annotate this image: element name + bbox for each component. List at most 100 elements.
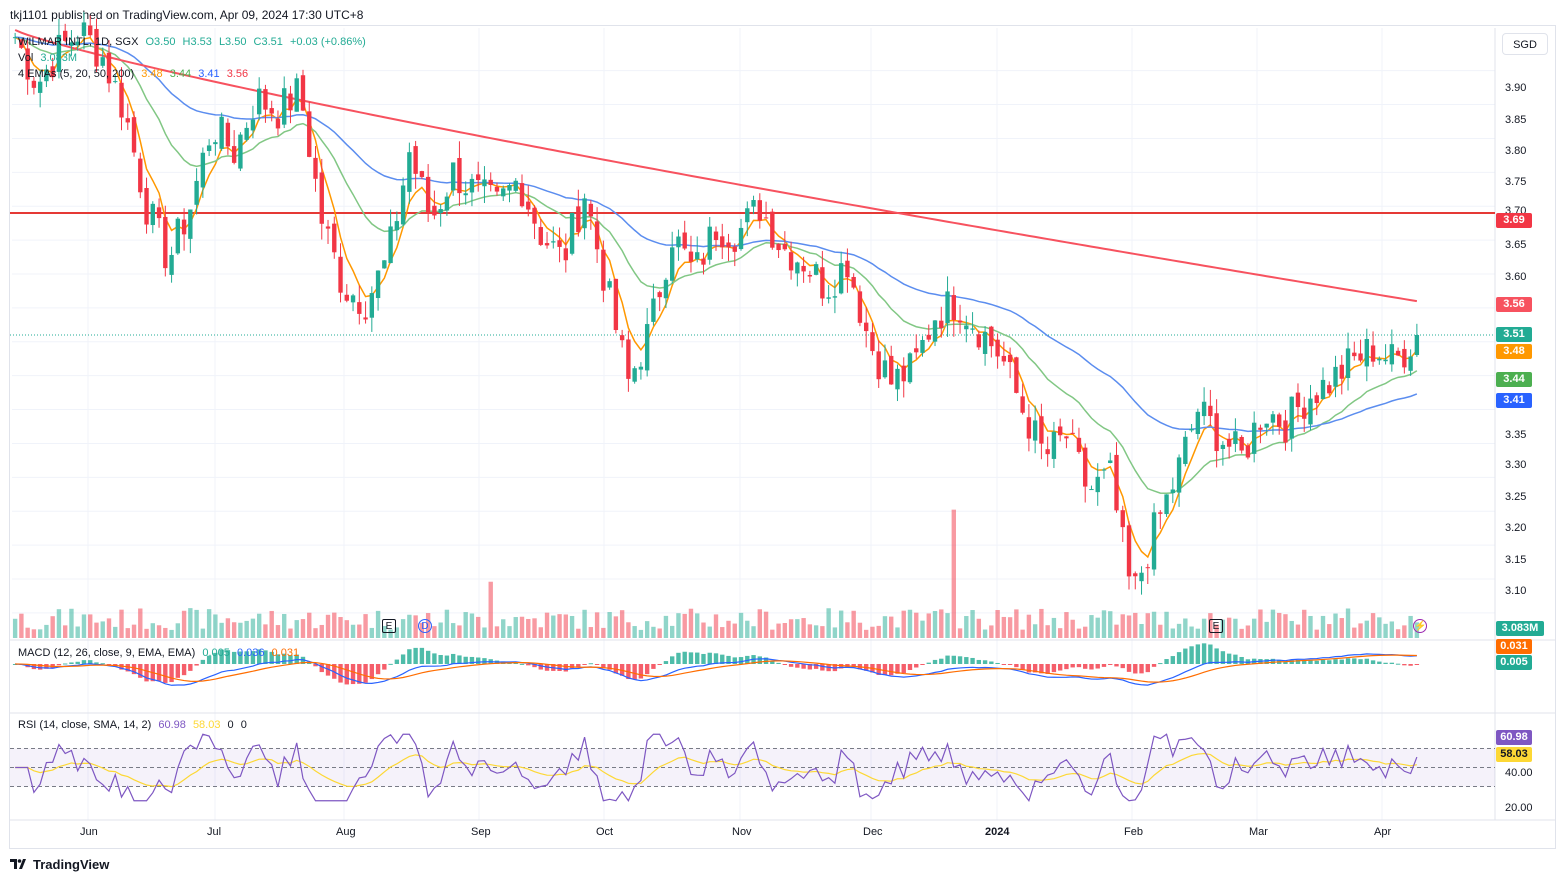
candle-body: [763, 217, 769, 219]
volume-bar: [344, 620, 349, 638]
candle-body: [25, 48, 30, 80]
macd-histogram-bar: [1051, 664, 1057, 673]
volume-bar: [1383, 623, 1388, 638]
volume-bar: [1389, 621, 1395, 638]
candle-body: [19, 39, 24, 48]
candle-body: [332, 223, 337, 253]
candle-body: [476, 174, 481, 181]
change-value: +0.03 (+0.86%): [289, 36, 366, 48]
volume-bar: [726, 620, 731, 638]
volume-bar: [1051, 617, 1057, 638]
macd-histogram-bar: [732, 657, 737, 664]
candle-body: [44, 69, 49, 82]
volume-bar: [939, 609, 944, 638]
candle-body: [1258, 427, 1263, 430]
volume-bar: [776, 623, 781, 638]
macd-histogram-bar: [213, 652, 218, 664]
candle-body: [1220, 444, 1226, 449]
volume-bar: [801, 618, 806, 638]
tradingview-logo[interactable]: TradingView: [10, 857, 109, 872]
currency-button[interactable]: SGD: [1502, 33, 1548, 55]
volume-bar: [1283, 614, 1288, 638]
macd-histogram-bar: [757, 656, 762, 664]
macd-label[interactable]: MACD (12, 26, close, 9, EMA, EMA): [18, 647, 196, 659]
volume-bar: [269, 610, 274, 638]
volume-bar: [676, 613, 681, 638]
volume-bar: [225, 618, 231, 638]
candle-body: [601, 249, 606, 291]
ema50-price-tag: 3.41: [1496, 393, 1532, 408]
ema20-price-tag: 3.44: [1496, 372, 1532, 387]
macd-signal-tag: 0.031: [1496, 639, 1532, 654]
candle-body: [1314, 395, 1319, 404]
volume-bar: [1377, 617, 1382, 638]
candle-body: [707, 226, 712, 260]
volume-bar: [1233, 618, 1238, 638]
candle-body: [976, 334, 982, 348]
candle-body: [788, 252, 794, 271]
candle-body: [150, 203, 155, 226]
candle-body: [325, 226, 331, 229]
volume-bar: [895, 627, 900, 638]
candle-body: [1095, 476, 1100, 493]
candle-body: [425, 176, 431, 213]
symbol-name[interactable]: WILMAR INTL, 1D, SGX: [18, 36, 139, 48]
macd-histogram-bar: [1289, 660, 1294, 664]
volume-bar: [1352, 627, 1357, 638]
rsi-extra-2: 0: [240, 719, 247, 731]
volume-bar: [914, 612, 919, 638]
volume-bar: [319, 624, 324, 638]
candle-body: [576, 206, 581, 233]
volume-bar: [513, 617, 518, 638]
lightning-icon[interactable]: ⚡: [1413, 619, 1427, 633]
rsi-label[interactable]: RSI (14, close, SMA, 14, 2): [18, 719, 152, 731]
candle-body: [745, 208, 750, 223]
volume-bar: [56, 609, 62, 638]
macd-histogram-bar: [244, 651, 249, 664]
earnings-marker[interactable]: E: [382, 619, 396, 633]
macd-histogram-bar: [1139, 664, 1144, 674]
volume-bar: [138, 608, 143, 638]
volume-bar: [1039, 608, 1044, 638]
volume-bar: [682, 613, 687, 638]
candle-body: [81, 22, 87, 36]
candle-body: [388, 226, 393, 264]
volume-label[interactable]: Vol: [18, 52, 34, 64]
macd-histogram-bar: [231, 651, 237, 664]
macd-histogram-bar: [1126, 664, 1132, 672]
macd-histogram-bar: [964, 657, 969, 664]
candle-body: [776, 243, 781, 251]
chart-frame: [9, 25, 1556, 849]
macd-histogram-bar: [219, 649, 224, 664]
candle-body: [31, 80, 37, 88]
volume-bar: [557, 614, 562, 638]
earnings-marker[interactable]: E: [1209, 619, 1223, 633]
candle-body: [282, 88, 287, 125]
candle-body: [1145, 567, 1150, 569]
macd-histogram-bar: [382, 664, 387, 670]
candle-body: [63, 30, 68, 41]
time-axis-label: Mar: [1249, 826, 1268, 838]
volume-bar: [1170, 628, 1176, 638]
resistance-price-tag: 3.69: [1496, 213, 1532, 228]
macd-histogram-bar: [138, 664, 143, 678]
volume-bar: [1277, 612, 1282, 638]
macd-histogram-bar: [926, 662, 931, 664]
candle-body: [995, 339, 1000, 357]
candle-body: [907, 353, 913, 383]
volume-bar: [970, 610, 975, 638]
volume-value: 3.083M: [40, 52, 78, 64]
candle-body: [438, 209, 443, 214]
macd-histogram-bar: [538, 664, 543, 670]
candle-body: [1345, 348, 1351, 379]
macd-histogram-bar: [1283, 661, 1288, 664]
dividend-marker[interactable]: D: [418, 619, 432, 633]
macd-histogram-bar: [175, 664, 181, 678]
price-axis-label: 3.15: [1505, 554, 1527, 566]
candle-body: [250, 119, 256, 131]
macd-histogram-bar: [1133, 664, 1138, 674]
ema-label[interactable]: 4 EMAs (5, 20, 50, 200): [18, 68, 135, 80]
macd-histogram-bar: [601, 664, 606, 669]
candle-body: [770, 211, 775, 248]
